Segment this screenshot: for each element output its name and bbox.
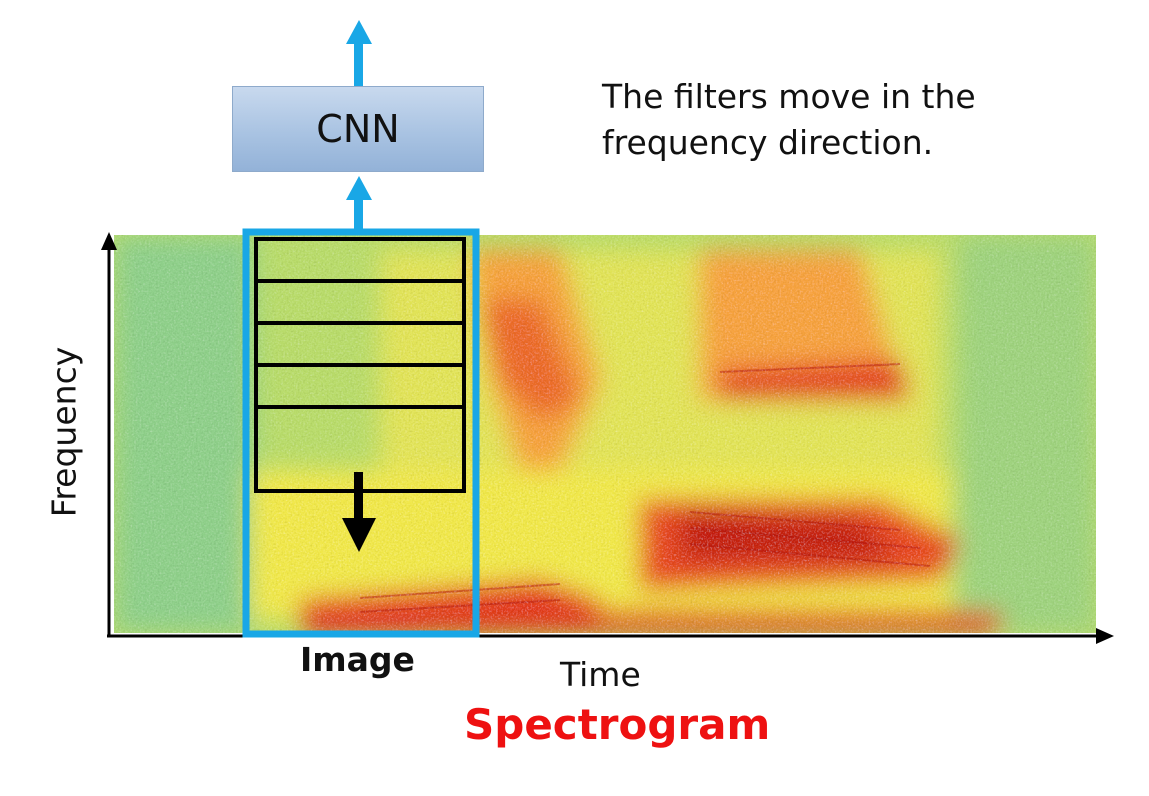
y-axis-label: Frequency <box>44 346 84 518</box>
caption: The filters move in the frequency direct… <box>602 74 1122 166</box>
caption-line-2: frequency direction. <box>602 123 934 162</box>
x-axis-label: Time <box>560 655 641 694</box>
image-label: Image <box>300 640 415 679</box>
spectrogram-image <box>114 235 1096 633</box>
spectrogram-title: Spectrogram <box>464 700 771 749</box>
arrow-image-to-cnn <box>346 176 372 232</box>
arrow-cnn-output <box>346 20 372 86</box>
cnn-label: CNN <box>316 107 400 151</box>
caption-line-1: The filters move in the <box>602 77 976 116</box>
cnn-box: CNN <box>232 86 484 172</box>
y-axis <box>101 232 117 636</box>
down-arrow-icon <box>342 472 376 552</box>
